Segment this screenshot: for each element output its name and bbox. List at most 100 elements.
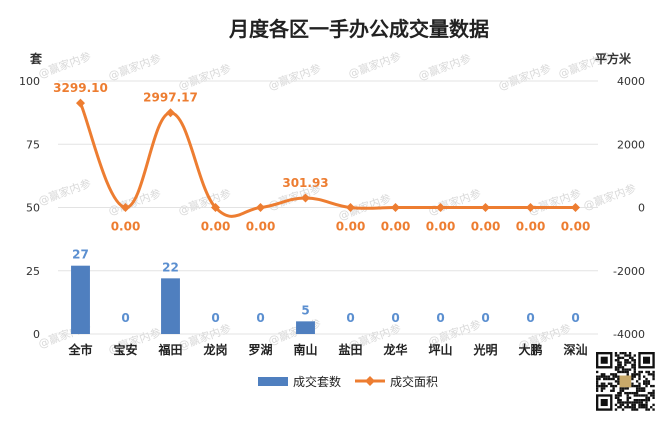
qr-module [621,366,625,369]
right-tick-label: 2000 [617,138,645,151]
qr-module [619,394,622,397]
qr-module [598,377,601,381]
qr-module [619,352,622,355]
qr-module [633,384,636,388]
qr-module [612,387,615,390]
qr-module [626,403,629,407]
legend-line-marker [365,376,375,386]
line-point [76,98,85,108]
qr-module [626,406,629,409]
watermark-text: @赢家内参 [426,186,482,218]
category-label: 龙华 [383,342,407,357]
line-point [526,203,535,212]
qr-module [600,389,604,392]
qr-module [628,391,632,395]
bar-data-label: 0 [526,311,534,325]
qr-module [638,387,641,390]
qr-module [596,370,599,374]
qr-module [638,384,641,388]
qr-module [619,406,622,409]
bar-data-labels: 27 0 22 0 0 5 0 0 0 0 0 0 [72,248,580,325]
qr-module [610,389,613,392]
qr-module [631,403,634,407]
qr-module [619,356,622,360]
qr-module [631,375,634,378]
qr-module [605,375,608,378]
bar-data-label: 0 [256,311,264,325]
qr-module [645,377,648,381]
qr-module [617,375,620,378]
qr-module [650,373,653,376]
category-label: 全市 [67,342,92,357]
left-axis-unit: 套 [29,51,43,66]
legend-bar-label: 成交套数 [293,374,341,389]
qr-module [647,382,651,385]
qr-module [617,359,620,362]
line-data-label: 2997.17 [143,91,198,105]
qr-module [596,389,599,392]
qr-module [626,368,629,371]
qr-module [614,366,618,369]
qr-module [617,368,620,371]
bar [71,265,90,334]
qr-module [617,396,620,399]
qr-module [603,382,606,385]
qr-module [614,380,618,383]
line-data-label: 0.00 [516,220,546,234]
qr-module [652,408,655,411]
right-axis-unit: 平方米 [595,51,632,66]
qr-module [628,352,632,355]
qr-module [617,356,620,360]
qr-module [617,380,620,383]
right-tick-label: -4000 [613,328,645,341]
qr-module [633,373,636,376]
qr-module [624,406,627,409]
qr-module [614,394,618,397]
qr-module [647,373,651,376]
watermark-text: @赢家内参 [526,186,582,218]
qr-module [631,363,634,367]
qr-module [645,394,648,397]
qr-module [624,368,627,371]
qr-module [628,368,632,371]
qr-module [650,391,653,395]
qr-module [635,373,639,376]
qr-module [617,394,620,397]
qr-module [626,359,629,362]
qr-module [631,384,634,388]
qr-module [610,377,613,381]
qr-module [628,356,632,360]
left-tick-label: 100 [19,75,40,88]
category-label: 福田 [157,342,182,357]
qr-module [652,375,655,378]
qr-module [603,373,606,376]
qr-module [600,375,604,378]
qr-module [633,394,636,397]
line-data-label: 0.00 [561,220,591,234]
qr-module [617,401,620,404]
qr-module [631,382,634,385]
qr-module [607,375,611,378]
qr-module [633,408,636,411]
line-point [436,203,445,212]
category-label: 盐田 [338,342,362,357]
qr-module [614,373,618,376]
qr-logo [619,375,632,388]
qr-module [652,394,655,397]
qr-module [631,377,634,381]
qr-module [643,382,646,385]
qr-module [614,396,618,399]
qr-module [647,408,651,411]
line-data-label: 0.00 [336,220,366,234]
qr-module [617,406,620,409]
qr-module [633,370,636,374]
qr-module [603,387,606,390]
qr-module [650,406,653,409]
qr-module [638,389,641,392]
qr-module [610,373,613,376]
qr-module [633,401,636,404]
qr-module [610,382,613,385]
qr-module [643,375,646,378]
qr-module [624,387,627,390]
qr-module [598,375,601,378]
